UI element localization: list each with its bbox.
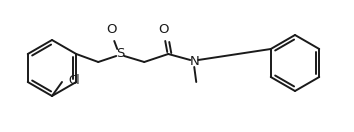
Text: O: O <box>158 23 169 37</box>
Text: O: O <box>106 23 116 37</box>
Text: S: S <box>116 48 125 60</box>
Text: Cl: Cl <box>68 74 80 88</box>
Text: N: N <box>189 55 199 69</box>
